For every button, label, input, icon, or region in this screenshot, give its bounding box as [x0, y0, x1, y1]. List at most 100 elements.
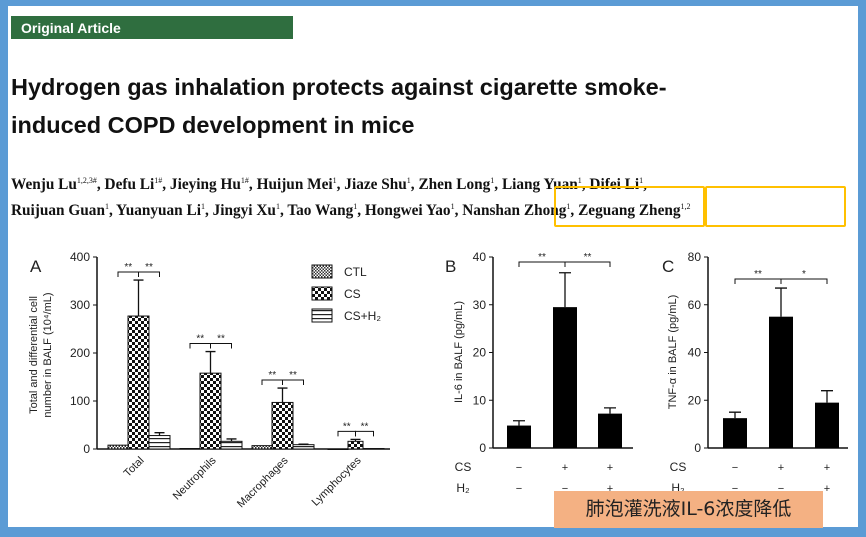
author-affiliation: 1 [353, 202, 358, 212]
h2-indicator: − [778, 483, 784, 495]
significance-label: ** [754, 269, 762, 280]
error-bar [604, 407, 616, 414]
x-tick-label: Lymphocytes [310, 454, 364, 508]
row-label-cs: CS [670, 460, 687, 474]
title-line-1: Hydrogen gas inhalation protects against… [11, 74, 667, 100]
significance-label: ** [289, 370, 297, 381]
title-line-2: induced COPD development in mice [11, 112, 415, 138]
error-bar [729, 411, 741, 419]
author-name: Jieying Hu1# [169, 176, 249, 194]
significance-label: ** [217, 334, 225, 345]
error-bar [513, 420, 525, 426]
bar-cs [271, 401, 294, 450]
y-tick-label: 0 [694, 441, 701, 455]
author-list: Wenju Lu1,2,3#, Defu Li1#, Jieying Hu1#,… [11, 170, 861, 222]
significance-bracket [564, 261, 611, 267]
y-axis-label: IL-6 in BALF (pg/mL) [453, 301, 465, 403]
bar [723, 418, 747, 448]
author-name: Difei Li1 [589, 176, 644, 194]
error-bar [205, 350, 216, 374]
author-affiliation: 1 [200, 202, 205, 212]
significance-label: ** [124, 262, 132, 273]
author-name: Defu Li1# [104, 176, 163, 194]
author-affiliation: 1 [450, 202, 455, 212]
y-tick-label: 0 [83, 442, 90, 456]
y-tick-label: 400 [70, 250, 90, 264]
author-name: Zhen Long1 [418, 176, 495, 194]
author-affiliation: 1# [154, 176, 163, 185]
highlight-box-zeguang-zheng [705, 186, 846, 227]
y-tick-label: 20 [473, 346, 487, 360]
x-tick-label: Neutrophils [171, 454, 219, 502]
bar [769, 316, 793, 448]
y-tick-label: 40 [473, 250, 487, 264]
significance-bracket [780, 278, 828, 285]
significance-label: ** [584, 252, 592, 263]
row-label-h2: H₂ [456, 481, 470, 495]
legend-label: CS [344, 287, 361, 301]
bar-cs [199, 372, 222, 450]
bar [815, 402, 839, 448]
y-tick-label: 40 [688, 346, 702, 360]
author-name: Huijun Mei1 [256, 176, 337, 194]
panel-label: B [445, 257, 456, 276]
bar [598, 413, 622, 448]
author-name: Hongwei Yao1 [364, 202, 455, 220]
author-affiliation: 1 [490, 176, 495, 185]
y-tick-label: 30 [473, 298, 487, 312]
error-bar [133, 279, 144, 317]
cs-indicator: + [607, 462, 613, 474]
highlight-box-nanshan-zhong [554, 186, 705, 227]
h2-indicator: + [824, 483, 830, 495]
x-tick-label: Macrophages [235, 454, 291, 510]
error-bar [559, 272, 571, 308]
author-line-2: Ruijuan Guan1, Yuanyuan Li1, Jingyi Xu1,… [11, 202, 691, 220]
author-name: Zeguang Zheng1,2 [578, 202, 691, 220]
author-name: Ruijuan Guan1 [11, 202, 109, 220]
legend-label: CTL [344, 265, 367, 279]
bar-ctl [327, 448, 349, 450]
author-name: Liang Yuan1 [501, 176, 582, 194]
h2-indicator: + [607, 483, 613, 495]
bar-ctl [179, 448, 201, 450]
error-bar [277, 387, 288, 403]
legend-swatch [311, 264, 333, 279]
cs-indicator: − [516, 462, 522, 474]
author-affiliation: 1 [566, 202, 571, 212]
error-bar [775, 287, 787, 317]
y-tick-label: 300 [70, 298, 90, 312]
bar-cs [347, 440, 364, 450]
author-name: Wenju Lu1,2,3# [11, 176, 97, 194]
significance-bracket [355, 430, 374, 437]
author-affiliation: 1 [639, 176, 644, 185]
bar [553, 307, 577, 448]
h2-indicator: − [562, 483, 568, 495]
significance-label: * [802, 269, 806, 280]
author-affiliation: 1 [577, 176, 582, 185]
bar-ctl [251, 445, 273, 450]
author-affiliation: 1 [406, 176, 411, 185]
significance-bracket [138, 271, 160, 278]
panel-label: C [662, 257, 674, 276]
y-tick-label: 60 [688, 298, 702, 312]
author-affiliation: 1,2 [680, 202, 691, 212]
panel-label: A [30, 257, 42, 276]
bar-cs+h2 [362, 448, 385, 450]
bar-cs+h2 [220, 440, 243, 450]
significance-label: ** [196, 334, 204, 345]
cs-indicator: + [562, 462, 568, 474]
y-tick-label: 80 [688, 250, 702, 264]
author-name: Yuanyuan Li1 [116, 202, 205, 220]
significance-label: ** [343, 421, 351, 432]
author-line-1: Wenju Lu1,2,3#, Defu Li1#, Jieying Hu1#,… [11, 176, 647, 194]
author-name: Jiaze Shu1 [344, 176, 411, 194]
row-label-cs: CS [455, 460, 472, 474]
legend-swatch [311, 286, 333, 301]
h2-indicator: − [732, 483, 738, 495]
author-affiliation: 1,2,3# [76, 176, 97, 185]
bar-ctl [107, 444, 129, 450]
significance-label: ** [145, 262, 153, 273]
h2-indicator: − [516, 483, 522, 495]
significance-bracket [282, 379, 304, 386]
